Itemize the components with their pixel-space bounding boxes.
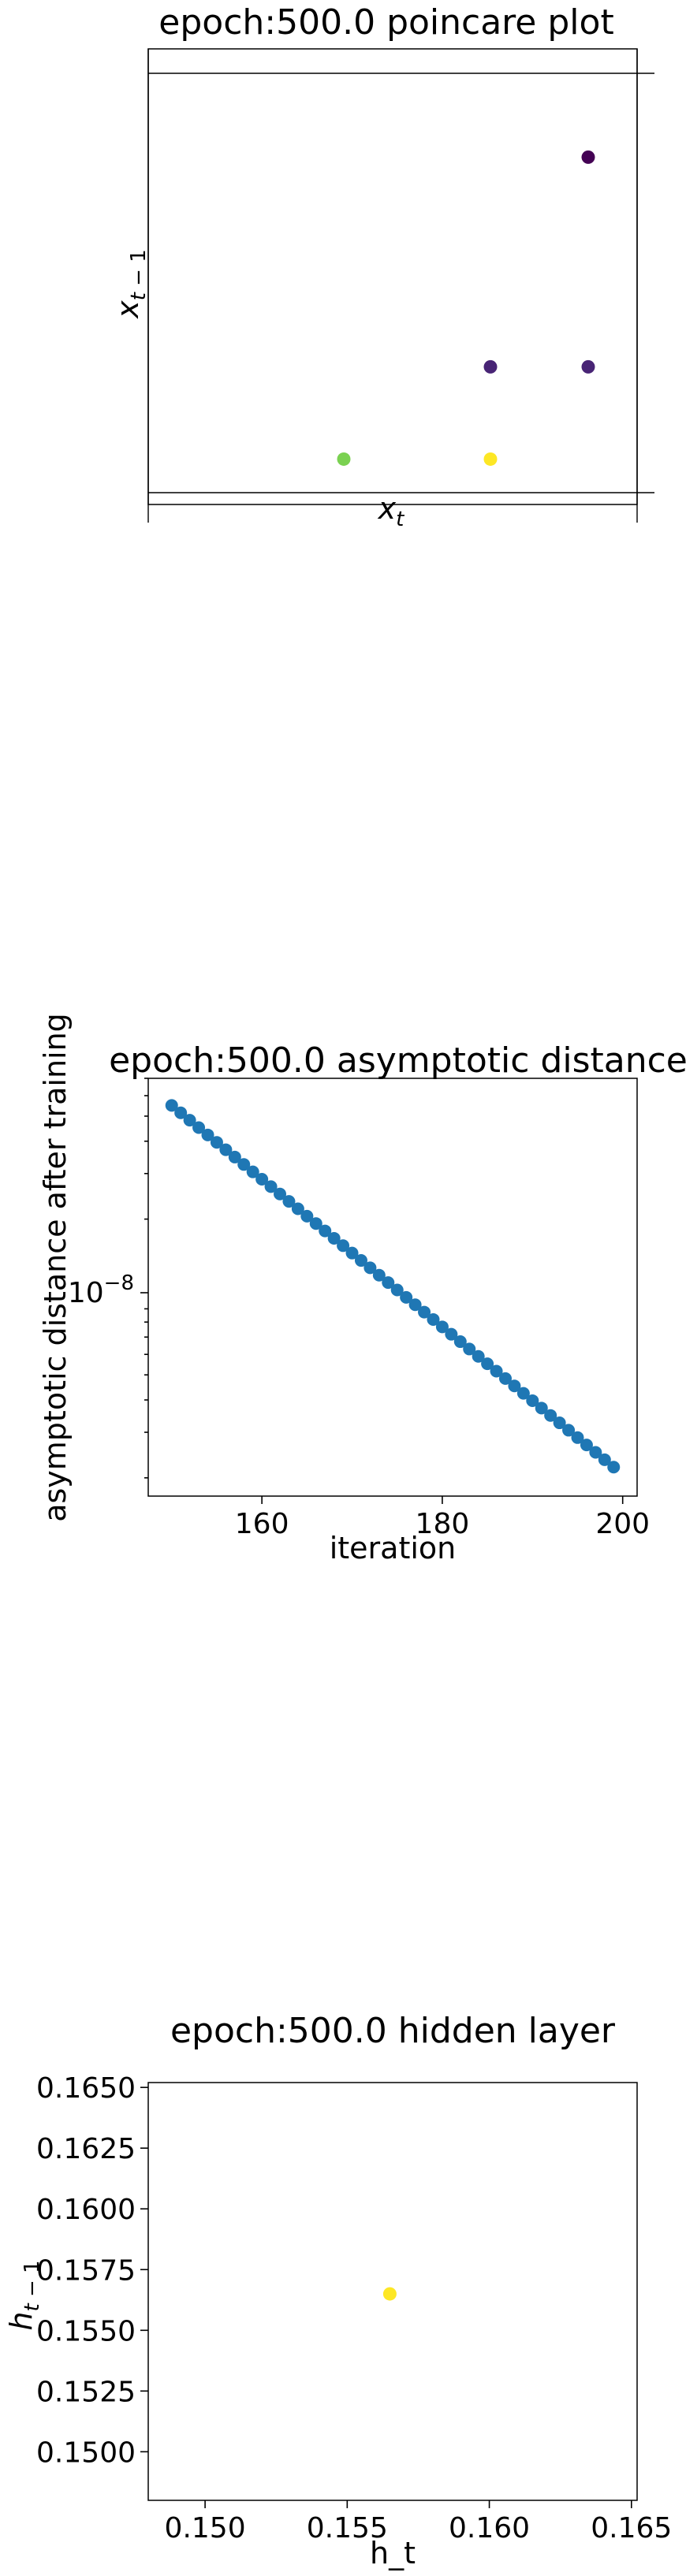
asymptotic-point-49 [607, 1461, 621, 1474]
poincare-point-1 [483, 452, 498, 466]
poincare-chart: epoch:500.0 poincare plot xt xt − 1 [110, 2, 654, 531]
asymptotic-point-19 [337, 1239, 350, 1253]
asymptotic-point-44 [562, 1424, 576, 1437]
hidden-y-tick-label-1: 0.1525 [36, 2376, 136, 2408]
asymptotic-point-35 [481, 1357, 494, 1371]
asymptotic-title: epoch:500.0 asymptotic distance [109, 1040, 686, 1081]
asymptotic-point-9 [246, 1165, 259, 1178]
hidden-frame [147, 2082, 638, 2501]
poincare-title: epoch:500.0 poincare plot [158, 2, 613, 43]
hidden-y-tick-label-6: 0.1650 [36, 2072, 136, 2105]
asymptotic-point-47 [589, 1446, 602, 1459]
asymptotic-xlabel: iteration [330, 1531, 457, 1565]
asymptotic-point-6 [219, 1143, 233, 1156]
asymptotic-point-23 [372, 1268, 386, 1282]
hidden-x-ticks: 0.150 0.155 0.160 0.165 [165, 2500, 672, 2544]
hidden-points [382, 2287, 397, 2301]
asymptotic-chart: epoch:500.0 asymptotic distance 160 180 20… [38, 1013, 686, 1565]
asymptotic-point-13 [282, 1195, 296, 1208]
asymptotic-point-27 [408, 1298, 422, 1312]
asymptotic-point-39 [516, 1387, 530, 1400]
asymptotic-point-1 [174, 1106, 188, 1119]
asymptotic-point-12 [274, 1187, 287, 1201]
asymptotic-frame [147, 1078, 638, 1497]
asymptotic-point-40 [526, 1394, 539, 1407]
asymptotic-point-16 [309, 1217, 322, 1230]
hidden-x-tick-label-1: 0.155 [307, 2512, 388, 2544]
asymptotic-point-30 [435, 1320, 449, 1334]
asymptotic-point-26 [400, 1290, 413, 1304]
asymptotic-point-2 [183, 1114, 196, 1127]
poincare-points [337, 150, 595, 466]
asymptotic-point-7 [228, 1150, 241, 1163]
hidden-y-tick-label-2: 0.1550 [36, 2315, 136, 2347]
hidden-y-tick-label-5: 0.1625 [36, 2133, 136, 2165]
asymptotic-point-46 [580, 1439, 593, 1452]
asymptotic-point-8 [237, 1158, 251, 1171]
poincare-point-3 [581, 359, 595, 374]
asymptotic-point-0 [165, 1099, 178, 1112]
poincare-point-2 [483, 359, 498, 374]
hidden-title: epoch:500.0 hidden layer [170, 2011, 616, 2051]
hidden-x-tick-label-2: 0.160 [449, 2512, 530, 2544]
asymptotic-point-24 [382, 1276, 395, 1290]
asymptotic-point-33 [463, 1342, 476, 1356]
asymptotic-point-20 [345, 1246, 359, 1260]
asymptotic-point-25 [390, 1283, 404, 1297]
asymptotic-point-22 [364, 1261, 377, 1275]
asymptotic-x-ticks: 160 180 200 [235, 1496, 650, 1540]
hidden-layer-chart: epoch:500.0 hidden layer 0.150 0.155 0.160… [4, 2011, 672, 2570]
asymptotic-point-34 [472, 1349, 485, 1363]
poincare-frame [147, 48, 638, 505]
poincare-point-4 [581, 150, 595, 164]
asymptotic-point-15 [300, 1209, 314, 1223]
asymptotic-point-4 [201, 1128, 214, 1141]
asymptotic-y-minor-ticks [144, 1078, 148, 1479]
hidden-ylabel: ht − 1 [4, 2260, 44, 2330]
asymptotic-point-36 [490, 1364, 503, 1378]
asymptotic-point-18 [327, 1231, 341, 1245]
asymptotic-point-45 [571, 1431, 584, 1444]
hidden-point-0 [382, 2287, 397, 2301]
asymptotic-point-11 [264, 1180, 278, 1193]
asymptotic-point-29 [427, 1312, 440, 1326]
asymptotic-y-tick-label: 10−8 [68, 1271, 134, 1309]
hidden-y-ticks: 0.1500 0.1525 0.1550 0.1575 0.1600 0.1625 0.16… [36, 2072, 148, 2469]
asymptotic-point-21 [354, 1254, 367, 1268]
hidden-y-tick-label-0: 0.1500 [36, 2436, 136, 2469]
asymptotic-point-17 [319, 1224, 332, 1238]
asymptotic-point-10 [255, 1173, 269, 1186]
asymptotic-point-5 [210, 1136, 223, 1149]
asymptotic-point-38 [508, 1379, 521, 1393]
hidden-y-tick-label-3: 0.1575 [36, 2254, 136, 2287]
poincare-point-0 [337, 452, 351, 466]
asymptotic-point-48 [598, 1453, 611, 1466]
asymptotic-point-43 [553, 1416, 566, 1430]
hidden-x-tick-label-0: 0.150 [165, 2512, 246, 2544]
asymptotic-point-31 [445, 1327, 458, 1341]
poincare-ylabel: xt − 1 [110, 249, 151, 319]
poincare-xlabel: xt [378, 491, 405, 531]
asymptotic-point-41 [535, 1402, 548, 1415]
asymptotic-x-tick-label-1: 180 [416, 1508, 470, 1540]
hidden-y-tick-label-4: 0.1600 [36, 2194, 136, 2226]
asymptotic-point-37 [498, 1372, 512, 1385]
hidden-x-tick-label-3: 0.165 [591, 2512, 672, 2544]
asymptotic-ylabel: asymptotic distance after training [38, 1013, 73, 1522]
asymptotic-x-tick-label-2: 200 [595, 1508, 650, 1540]
asymptotic-point-3 [192, 1121, 206, 1134]
asymptotic-points [165, 1099, 621, 1474]
asymptotic-point-32 [453, 1335, 467, 1349]
asymptotic-point-14 [291, 1202, 304, 1215]
hidden-xlabel: h_t [370, 2536, 416, 2570]
asymptotic-point-42 [544, 1409, 557, 1422]
asymptotic-x-tick-label-0: 160 [235, 1508, 289, 1540]
asymptotic-point-28 [418, 1305, 431, 1319]
